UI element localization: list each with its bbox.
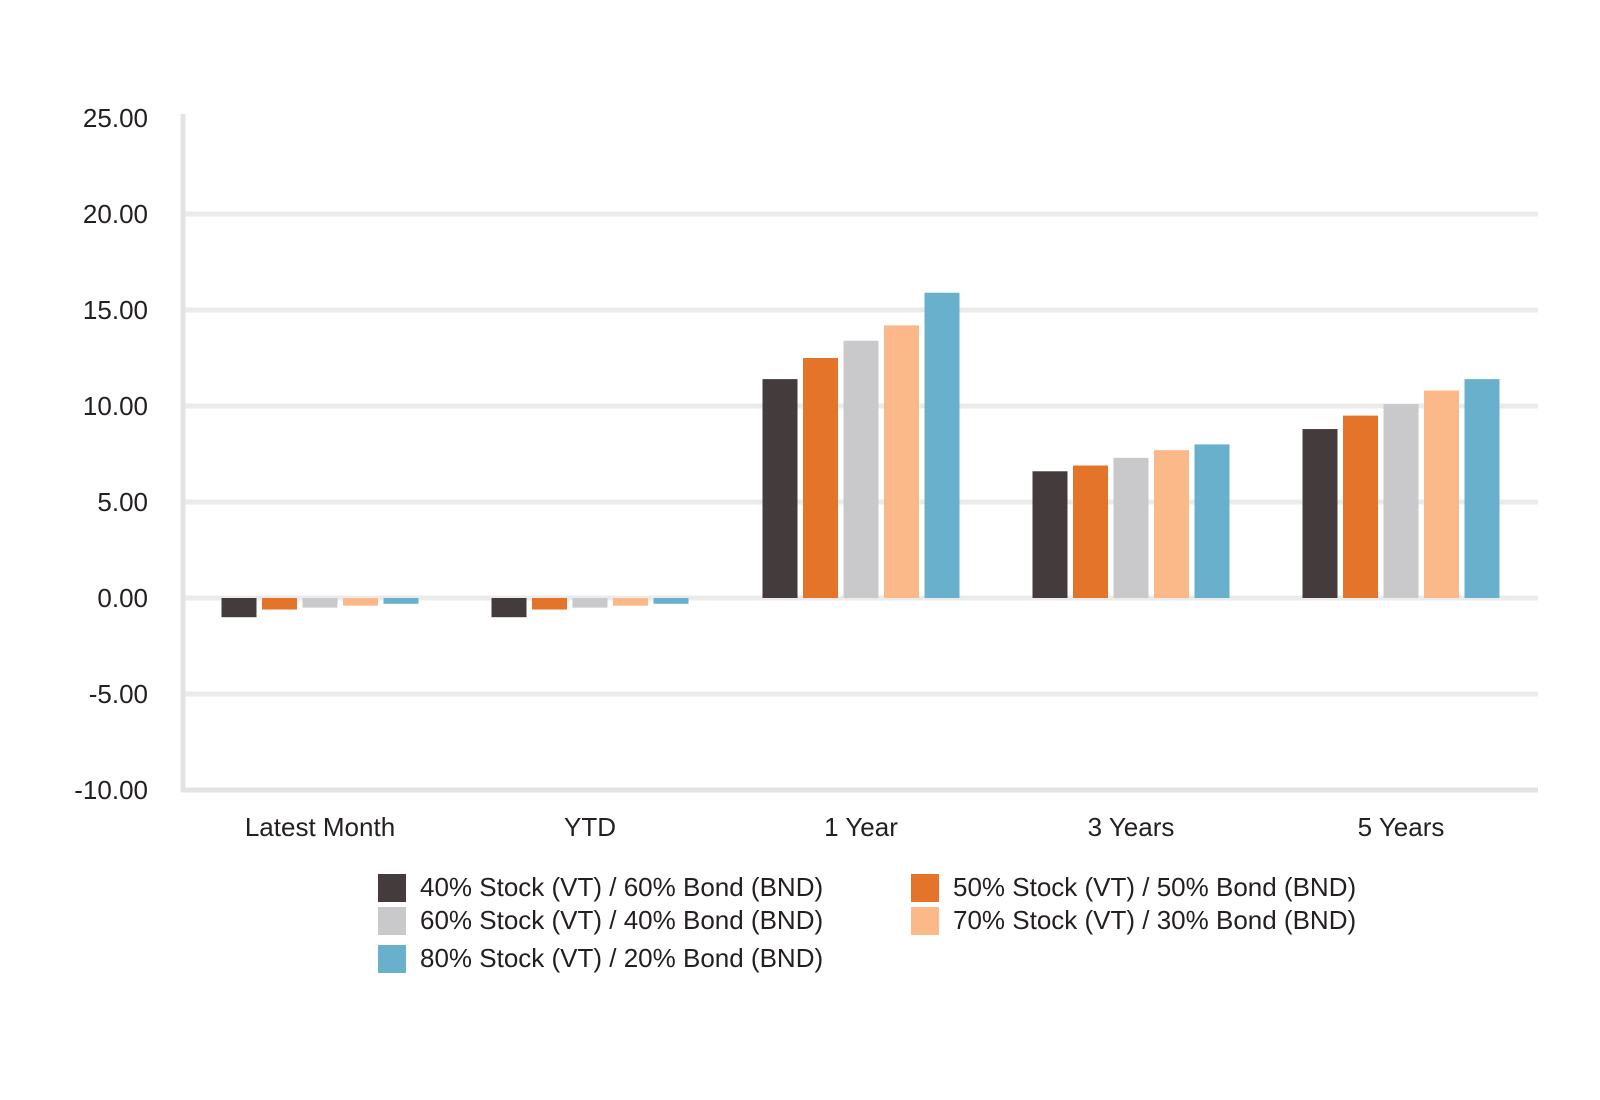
- bar: [572, 598, 608, 608]
- bar: [302, 598, 338, 608]
- legend-item: 60% Stock (VT) / 40% Bond (BND): [378, 905, 823, 936]
- legend-swatch: [378, 906, 406, 935]
- bar: [343, 598, 378, 606]
- bar: [532, 598, 567, 610]
- bar: [924, 292, 960, 598]
- bar: [1113, 457, 1149, 598]
- axes: [180, 114, 1538, 793]
- legend-swatch: [911, 906, 939, 935]
- y-tick-label: 10.00: [83, 391, 148, 421]
- bar: [1154, 450, 1189, 598]
- legend-item: 40% Stock (VT) / 60% Bond (BND): [378, 872, 823, 903]
- bar: [1464, 379, 1500, 598]
- legend-swatch: [378, 944, 406, 973]
- bar: [653, 598, 689, 604]
- legend-label: 60% Stock (VT) / 40% Bond (BND): [420, 905, 824, 935]
- bar: [613, 598, 648, 606]
- legend-label: 70% Stock (VT) / 30% Bond (BND): [953, 905, 1357, 935]
- bar: [262, 598, 297, 610]
- legend-item: 70% Stock (VT) / 30% Bond (BND): [911, 905, 1356, 936]
- x-tick-label: YTD: [564, 812, 616, 842]
- legend-item: 50% Stock (VT) / 50% Bond (BND): [911, 872, 1356, 903]
- y-tick-label: -5.00: [89, 679, 148, 709]
- legend-label: 50% Stock (VT) / 50% Bond (BND): [953, 872, 1357, 902]
- bar: [762, 379, 798, 598]
- bars: [221, 292, 1500, 618]
- x-tick-label: 5 Years: [1358, 812, 1445, 842]
- y-tick-label: 15.00: [83, 295, 148, 325]
- bar: [1194, 444, 1230, 598]
- y-tick-label: 25.00: [83, 103, 148, 133]
- bar: [803, 358, 838, 598]
- legend-label: 40% Stock (VT) / 60% Bond (BND): [420, 872, 824, 902]
- bar: [1383, 404, 1419, 598]
- y-tick-label: -10.00: [74, 775, 148, 805]
- bar: [1424, 390, 1459, 598]
- y-tick-label: 5.00: [97, 487, 148, 517]
- bar: [1343, 415, 1378, 598]
- bar: [1073, 465, 1108, 598]
- legend-item: 80% Stock (VT) / 20% Bond (BND): [378, 943, 823, 974]
- bar: [491, 598, 527, 618]
- legend-swatch: [378, 873, 406, 902]
- x-tick-label: 3 Years: [1088, 812, 1175, 842]
- x-tick-label: 1 Year: [824, 812, 898, 842]
- legend-swatch: [911, 873, 939, 902]
- tick-labels: 25.00 20.00 15.00 10.00 5.00 0.00 -5.00 -10.00 L…: [74, 103, 1444, 842]
- y-tick-label: 0.00: [97, 583, 148, 613]
- bar: [1302, 429, 1338, 598]
- bar: [1032, 471, 1068, 598]
- bar: [884, 325, 919, 598]
- legend-label: 80% Stock (VT) / 20% Bond (BND): [420, 943, 824, 973]
- bar: [221, 598, 257, 618]
- bar: [843, 340, 879, 598]
- y-tick-label: 20.00: [83, 199, 148, 229]
- bar: [383, 598, 419, 604]
- x-tick-label: Latest Month: [245, 812, 395, 842]
